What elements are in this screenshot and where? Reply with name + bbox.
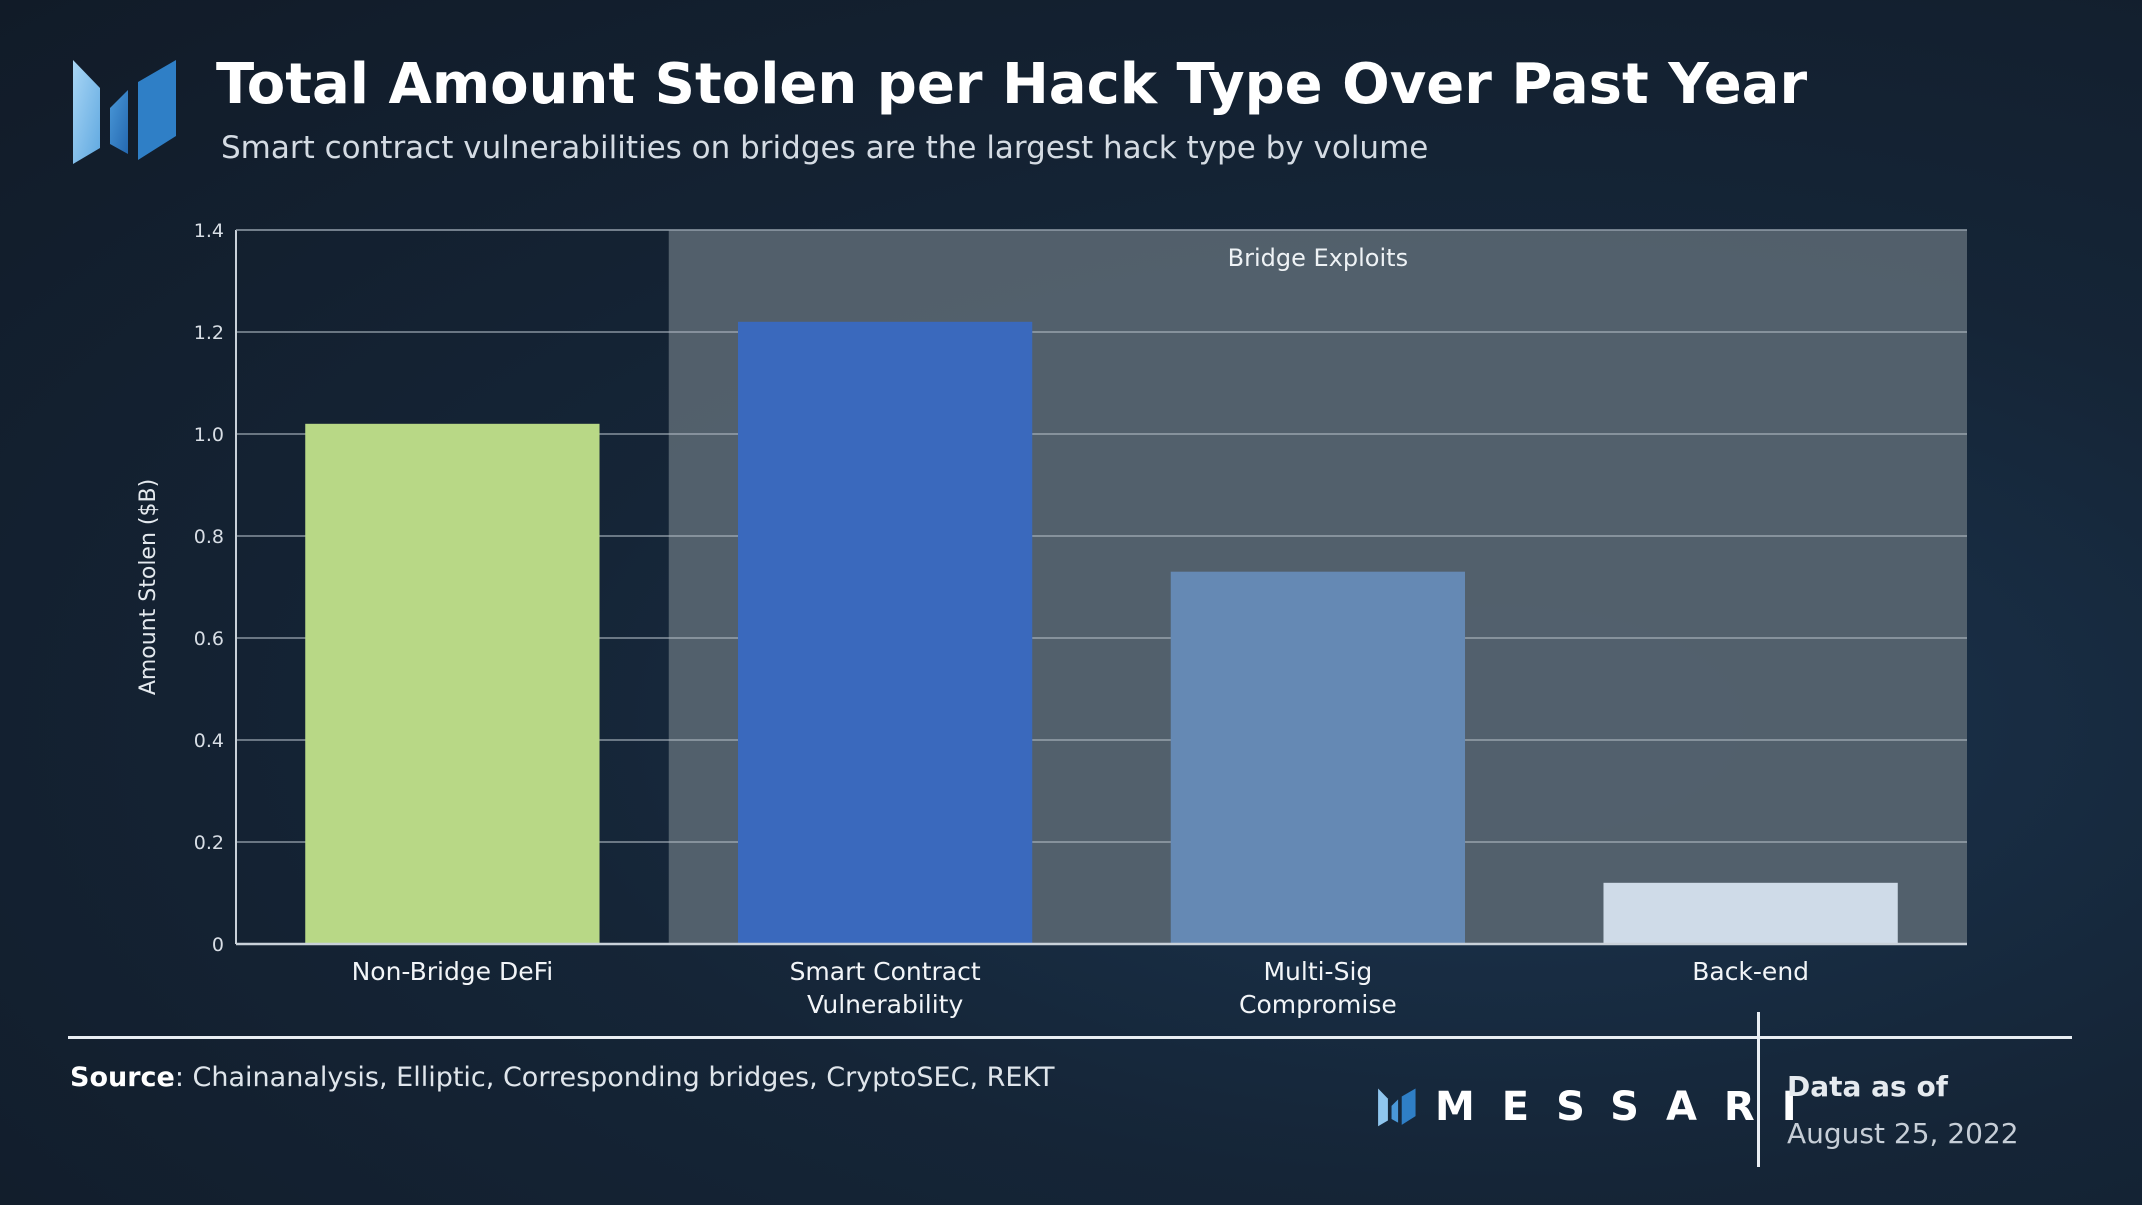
y-tick-label: 1.0	[194, 424, 224, 446]
x-tick-label: Smart Contract	[790, 957, 981, 986]
source-label: Source	[70, 1062, 175, 1093]
x-tick-label: Vulnerability	[807, 990, 964, 1019]
bar-chart: Bridge Exploits 0 0.2 0.4 0.6 0.8 1.0 1.2 1.4 Non…	[136, 220, 1967, 1019]
y-tick-label: 1.4	[194, 220, 224, 242]
x-tick-label: Compromise	[1239, 990, 1397, 1019]
source-text: : Chainanalysis, Elliptic, Corresponding…	[174, 1062, 1055, 1093]
annotation-label: Bridge Exploits	[1228, 244, 1408, 272]
y-tick-label: 0.8	[194, 526, 224, 548]
y-tick-label: 0	[212, 934, 224, 956]
x-tick-label: Back-end	[1692, 957, 1809, 986]
y-tick-label: 0.6	[194, 628, 224, 650]
messari-logo-icon	[73, 60, 176, 164]
y-tick-label: 0.2	[194, 832, 224, 854]
bar-3	[1603, 882, 1898, 944]
data-as-of-date: August 25, 2022	[1787, 1117, 2019, 1150]
bar-2	[1170, 571, 1466, 944]
source-note: Source: Chainanalysis, Elliptic, Corresp…	[70, 1062, 1055, 1093]
x-tick-label: Multi-Sig	[1263, 957, 1372, 986]
messari-brand-icon	[1378, 1088, 1416, 1127]
bar-0	[305, 423, 600, 944]
chart-subtitle: Smart contract vulnerabilities on bridge…	[221, 130, 1429, 166]
brand-name: MESSARI	[1435, 1084, 1824, 1130]
y-tick-label: 1.2	[194, 322, 224, 344]
y-tick-label: 0.4	[194, 730, 224, 752]
y-axis-title: Amount Stolen ($B)	[136, 479, 161, 695]
chart-title: Total Amount Stolen per Hack Type Over P…	[216, 52, 1808, 117]
bar-1	[737, 321, 1033, 944]
data-as-of-label: Data as of	[1787, 1070, 1948, 1103]
x-tick-label: Non-Bridge DeFi	[352, 957, 554, 986]
footer-divider	[68, 1036, 2072, 1039]
brand-logo: MESSARI	[1375, 1084, 1824, 1130]
footer-vertical-divider	[1757, 1012, 1760, 1167]
